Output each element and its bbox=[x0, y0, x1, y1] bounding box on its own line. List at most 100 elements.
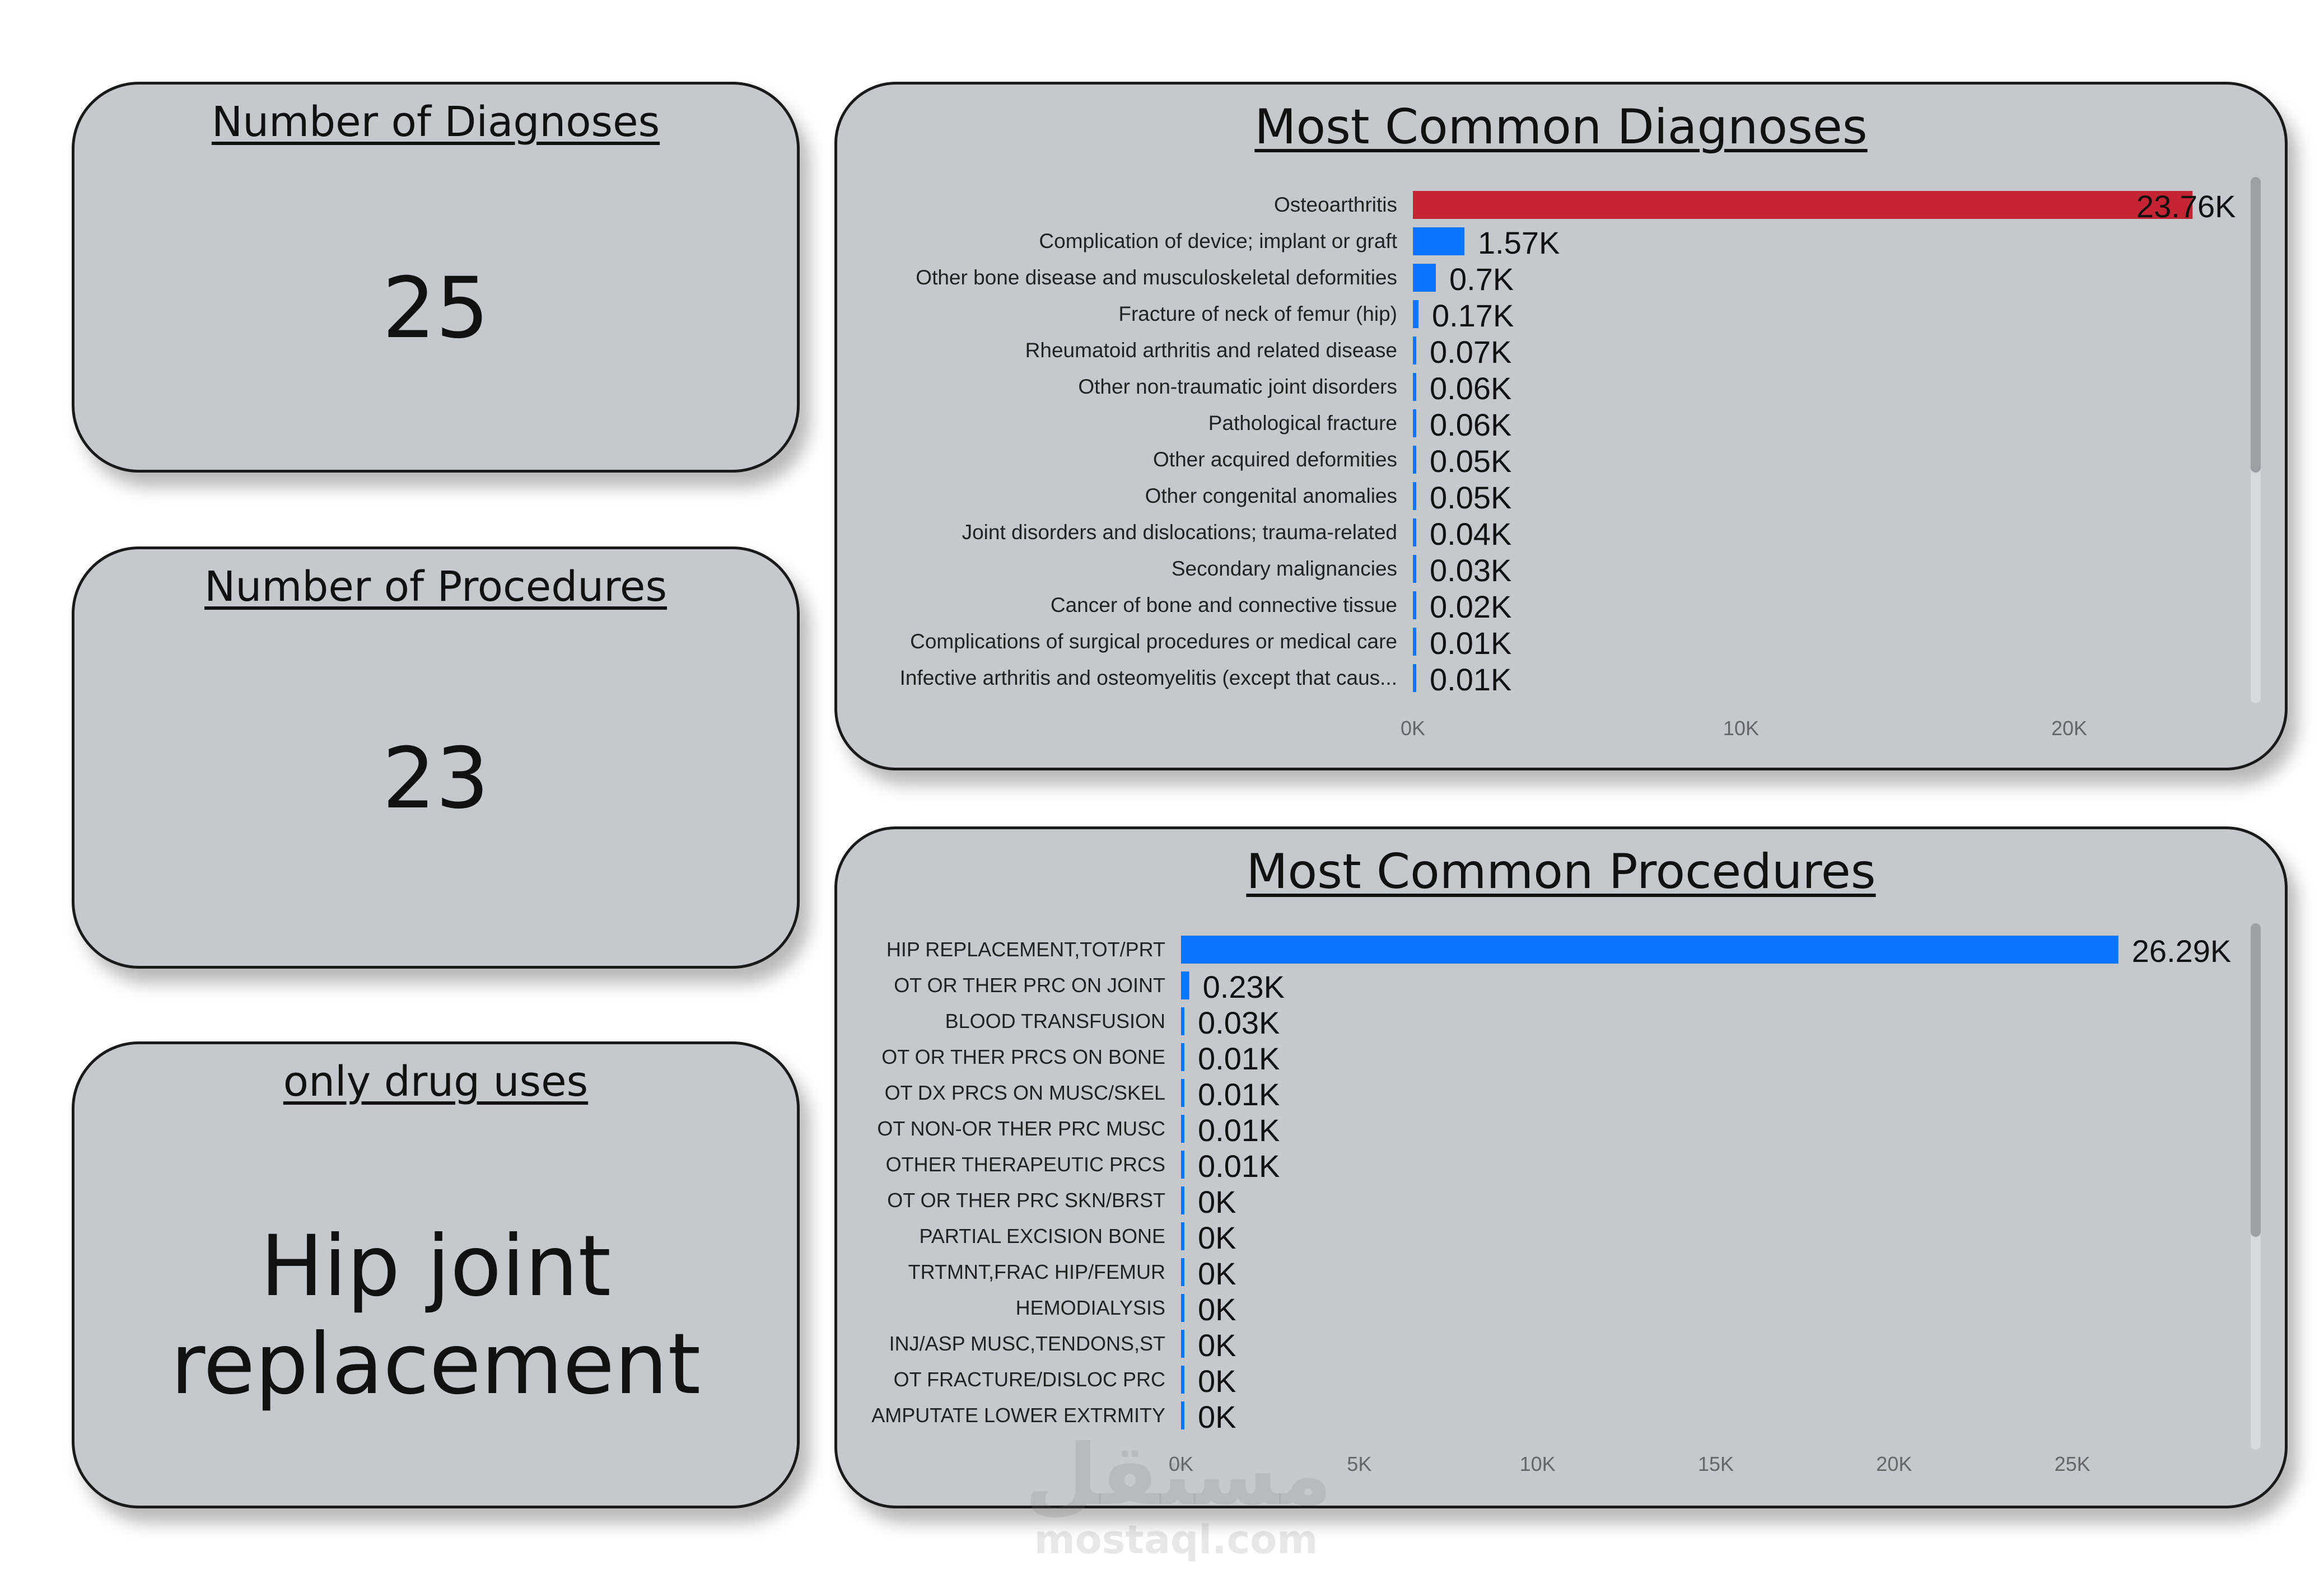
procedures-data-label: 0K bbox=[1198, 1256, 1236, 1291]
watermark: مستقل mostaql.com bbox=[1025, 1427, 1332, 1563]
procedures-category-label: PARTIAL EXCISION BONE bbox=[920, 1225, 1165, 1247]
procedures-bar[interactable] bbox=[1181, 1294, 1184, 1322]
procedures-bar[interactable] bbox=[1181, 1401, 1184, 1429]
procedures-bar[interactable] bbox=[1181, 971, 1189, 999]
procedures-data-label: 0.01K bbox=[1198, 1148, 1280, 1184]
procedures-x-tick-label: 20K bbox=[1876, 1452, 1912, 1475]
procedures-data-label: 0K bbox=[1198, 1184, 1236, 1219]
diagnoses-category-label: Joint disorders and dislocations; trauma… bbox=[962, 521, 1397, 544]
diagnoses-data-label: 0.06K bbox=[1430, 407, 1511, 442]
watermark-arabic: مستقل bbox=[1025, 1427, 1332, 1524]
procedures-x-tick-label: 15K bbox=[1698, 1452, 1734, 1475]
diagnoses-bar[interactable] bbox=[1413, 446, 1416, 474]
procedures-data-label: 0K bbox=[1198, 1328, 1236, 1363]
procedures-category-label: OTHER THERAPEUTIC PRCS bbox=[886, 1153, 1165, 1176]
diagnoses-category-label: Infective arthritis and osteomyelitis (e… bbox=[900, 666, 1397, 689]
procedures-category-label: BLOOD TRANSFUSION bbox=[945, 1010, 1165, 1032]
diagnoses-x-tick-label: 20K bbox=[2051, 717, 2087, 740]
diagnoses-bar[interactable] bbox=[1413, 555, 1416, 583]
procedures-bar[interactable] bbox=[1181, 1115, 1184, 1143]
procedures-bar[interactable] bbox=[1181, 1222, 1184, 1250]
diagnoses-data-label: 1.57K bbox=[1478, 225, 1560, 260]
procedures-kpi-title: Number of Procedures bbox=[204, 563, 667, 611]
diagnoses-bar[interactable] bbox=[1413, 337, 1416, 365]
procedures-bar[interactable] bbox=[1181, 1366, 1184, 1394]
procedures-data-label: 26.29K bbox=[2132, 933, 2232, 969]
procedures-category-label: OT DX PRCS ON MUSC/SKEL bbox=[885, 1081, 1165, 1104]
procedures-kpi-card: Number of Procedures 23 bbox=[72, 546, 800, 969]
procedures-data-label: 0K bbox=[1198, 1220, 1236, 1255]
procedures-bar[interactable] bbox=[1181, 1079, 1184, 1107]
diagnoses-data-label: 0.7K bbox=[1449, 261, 1514, 297]
procedures-data-label: 0K bbox=[1198, 1292, 1236, 1327]
diagnoses-bar[interactable] bbox=[1413, 409, 1416, 437]
diagnoses-kpi-title: Number of Diagnoses bbox=[211, 98, 660, 146]
diagnoses-chart-title: Most Common Diagnoses bbox=[1254, 99, 1868, 155]
diagnoses-category-label: Fracture of neck of femur (hip) bbox=[1118, 302, 1397, 325]
diagnoses-bar[interactable] bbox=[1413, 664, 1416, 692]
drug-kpi-title: only drug uses bbox=[283, 1058, 589, 1106]
diagnoses-category-label: Cancer of bone and connective tissue bbox=[1051, 594, 1397, 616]
procedures-chart-card: Most Common Procedures HIP REPLACEMENT,T… bbox=[834, 826, 2288, 1508]
procedures-bar[interactable] bbox=[1181, 1043, 1184, 1071]
procedures-data-label: 0.01K bbox=[1198, 1113, 1280, 1148]
diagnoses-data-label: 0.01K bbox=[1430, 625, 1511, 661]
procedures-category-label: TRTMNT,FRAC HIP/FEMUR bbox=[908, 1260, 1165, 1283]
watermark-latin: mostaql.com bbox=[1034, 1517, 1318, 1563]
diagnoses-data-label: 0.17K bbox=[1432, 298, 1514, 333]
procedures-data-label: 0.03K bbox=[1198, 1005, 1280, 1040]
diagnoses-bar-chart: Osteoarthritis 23.76K Complication of devi… bbox=[900, 189, 2236, 740]
procedures-bar[interactable] bbox=[1181, 1186, 1184, 1214]
diagnoses-scrollbar[interactable] bbox=[2251, 177, 2261, 703]
diagnoses-bar[interactable] bbox=[1413, 191, 2193, 219]
procedures-bar[interactable] bbox=[1181, 1330, 1184, 1358]
procedures-data-label: 0.01K bbox=[1198, 1041, 1280, 1076]
procedures-category-label: OT NON-OR THER PRC MUSC bbox=[877, 1117, 1165, 1140]
diagnoses-category-label: Complications of surgical procedures or … bbox=[910, 630, 1397, 653]
procedures-x-tick-label: 5K bbox=[1347, 1452, 1371, 1475]
drug-kpi-value-line1: Hip joint bbox=[260, 1218, 612, 1315]
procedures-data-label: 0.23K bbox=[1203, 969, 1285, 1004]
diagnoses-data-label: 23.76K bbox=[2136, 189, 2236, 224]
procedures-category-label: HIP REPLACEMENT,TOT/PRT bbox=[886, 938, 1165, 961]
drug-kpi-card: only drug uses Hip joint replacement bbox=[72, 1041, 800, 1508]
diagnoses-bar[interactable] bbox=[1413, 300, 1418, 328]
diagnoses-category-label: Rheumatoid arthritis and related disease bbox=[1025, 339, 1397, 362]
diagnoses-data-label: 0.05K bbox=[1430, 480, 1511, 515]
diagnoses-bar[interactable] bbox=[1413, 264, 1436, 292]
procedures-bar[interactable] bbox=[1181, 1258, 1184, 1286]
procedures-scrollbar-thumb[interactable] bbox=[2251, 923, 2261, 1237]
procedures-x-tick-label: 10K bbox=[1520, 1452, 1556, 1475]
diagnoses-category-label: Complication of device; implant or graft bbox=[1039, 230, 1397, 253]
diagnoses-chart-card: Most Common Diagnoses Osteoarthritis 23.7… bbox=[834, 82, 2288, 770]
diagnoses-bar[interactable] bbox=[1413, 628, 1416, 656]
procedures-scrollbar[interactable] bbox=[2251, 923, 2261, 1450]
diagnoses-scrollbar-thumb[interactable] bbox=[2251, 177, 2261, 473]
diagnoses-category-label: Osteoarthritis bbox=[1274, 193, 1397, 216]
diagnoses-category-label: Other non-traumatic joint disorders bbox=[1078, 375, 1397, 398]
procedures-bar[interactable] bbox=[1181, 1151, 1184, 1179]
diagnoses-category-label: Other congenital anomalies bbox=[1145, 484, 1397, 507]
procedures-bar[interactable] bbox=[1181, 936, 2118, 964]
drug-kpi-value-line2: replacement bbox=[170, 1316, 701, 1413]
procedures-chart-title: Most Common Procedures bbox=[1246, 844, 1876, 900]
diagnoses-x-tick-label: 0K bbox=[1401, 717, 1425, 740]
diagnoses-kpi-value: 25 bbox=[382, 260, 489, 357]
diagnoses-bar[interactable] bbox=[1413, 518, 1416, 546]
diagnoses-bar[interactable] bbox=[1413, 591, 1416, 619]
diagnoses-category-label: Other acquired deformities bbox=[1153, 448, 1397, 471]
procedures-category-label: OT OR THER PRC SKN/BRST bbox=[887, 1189, 1165, 1212]
diagnoses-data-label: 0.01K bbox=[1430, 662, 1511, 697]
procedures-category-label: HEMODIALYSIS bbox=[1016, 1296, 1165, 1319]
diagnoses-bar[interactable] bbox=[1413, 227, 1465, 255]
procedures-category-label: OT OR THER PRCS ON BONE bbox=[881, 1045, 1165, 1068]
diagnoses-data-label: 0.07K bbox=[1430, 334, 1511, 370]
procedures-category-label: OT OR THER PRC ON JOINT bbox=[894, 974, 1165, 997]
diagnoses-bar[interactable] bbox=[1413, 373, 1416, 401]
diagnoses-data-label: 0.05K bbox=[1430, 443, 1511, 479]
diagnoses-bar[interactable] bbox=[1413, 482, 1416, 510]
procedures-category-label: OT FRACTURE/DISLOC PRC bbox=[894, 1368, 1165, 1391]
procedures-data-label: 0K bbox=[1198, 1399, 1236, 1435]
procedures-kpi-value: 23 bbox=[382, 730, 489, 828]
procedures-bar[interactable] bbox=[1181, 1007, 1184, 1035]
